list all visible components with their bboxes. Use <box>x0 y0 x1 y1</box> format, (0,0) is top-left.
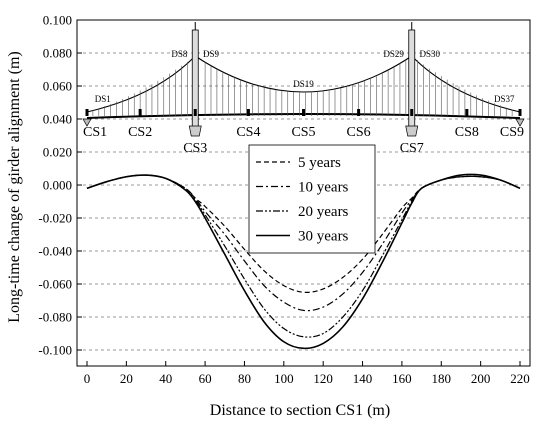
main-cable <box>194 55 413 93</box>
section-marker <box>410 109 414 116</box>
hanger-label: DS8 <box>171 49 188 59</box>
series-lines <box>86 173 521 350</box>
tower <box>191 29 199 133</box>
bridge-inset-diagram: CS1 CS2 CS3 CS4 CS5 CS6 CS7 CS8 CS9 DS1 DS8 DS9 DS19… <box>82 22 525 156</box>
x-tick-label: 40 <box>159 371 172 386</box>
section-label: CS6 <box>347 125 371 140</box>
legend-label: 10 years <box>298 180 349 196</box>
hanger-label: DS1 <box>95 94 111 104</box>
y-tick-label: 0.080 <box>43 46 72 61</box>
y-tick-label: -0.080 <box>38 310 72 325</box>
x-tick-label: 200 <box>471 371 491 386</box>
section-marker <box>85 109 89 116</box>
section-label: CS9 <box>500 125 524 140</box>
x-axis-label: Distance to section CS1 (m) <box>210 402 390 419</box>
legend-label: 30 years <box>298 229 349 245</box>
y-tick-label: 0.040 <box>43 112 72 127</box>
y-tick-label: 0.000 <box>43 178 72 193</box>
section-label: CS8 <box>455 125 479 140</box>
section-label: CS4 <box>236 125 260 140</box>
x-axis-ticks: 0 20 40 60 80 100 120 140 160 180 200 220 <box>84 361 530 386</box>
y-axis-label: Long-time change of girder alignment (m) <box>6 51 23 322</box>
plot-frame <box>76 19 531 367</box>
x-tick-label: 160 <box>392 371 412 386</box>
side-cable-right <box>411 55 521 113</box>
hanger-label: DS19 <box>293 79 314 89</box>
x-tick-label: 180 <box>432 371 452 386</box>
legend-label: 5 years <box>298 155 341 171</box>
y-tick-label: -0.020 <box>38 211 72 226</box>
section-label: CS5 <box>291 125 315 140</box>
y-tick-label: 0.100 <box>43 13 72 28</box>
section-marker <box>138 109 142 116</box>
section-marker <box>246 109 250 116</box>
section-marker <box>465 109 469 116</box>
section-label: CS3 <box>183 141 207 156</box>
tower <box>408 29 416 133</box>
section-marker <box>518 109 522 116</box>
x-tick-label: 20 <box>120 371 133 386</box>
tower-pier <box>405 125 419 137</box>
legend-label: 20 years <box>298 204 349 220</box>
section-marker <box>357 109 361 116</box>
x-tick-label: 140 <box>353 371 373 386</box>
tower-pier <box>188 125 202 137</box>
x-tick-label: 0 <box>84 371 91 386</box>
x-tick-label: 220 <box>510 371 530 386</box>
y-tick-label: -0.100 <box>38 343 72 358</box>
end-support <box>82 118 92 127</box>
y-tick-label: -0.040 <box>38 244 72 259</box>
series-line-4 <box>86 173 521 350</box>
end-support <box>515 118 525 127</box>
y-tick-label: 0.020 <box>43 145 72 160</box>
x-tick-label: 120 <box>313 371 333 386</box>
hanger-label: DS9 <box>203 49 220 59</box>
hanger-label: DS30 <box>420 49 441 59</box>
section-label: CS2 <box>128 125 152 140</box>
y-tick-label: -0.060 <box>38 277 72 292</box>
y-tick-label: 0.060 <box>43 79 72 94</box>
section-label: CS7 <box>400 141 424 156</box>
x-tick-label: 100 <box>274 371 294 386</box>
section-marker <box>302 109 305 116</box>
legend: 5 years 10 years 20 years 30 years <box>248 144 376 254</box>
y-axis-ticks: 0.100 0.080 0.060 0.040 0.020 0.000 -0.020 -0.0… <box>38 13 82 358</box>
hanger-label: DS29 <box>383 49 404 59</box>
section-marker <box>193 109 197 116</box>
x-tick-label: 80 <box>238 371 251 386</box>
x-tick-label: 60 <box>199 371 212 386</box>
section-label: CS1 <box>83 125 107 140</box>
side-cable-left <box>86 55 196 113</box>
hanger-label: DS37 <box>494 94 515 104</box>
